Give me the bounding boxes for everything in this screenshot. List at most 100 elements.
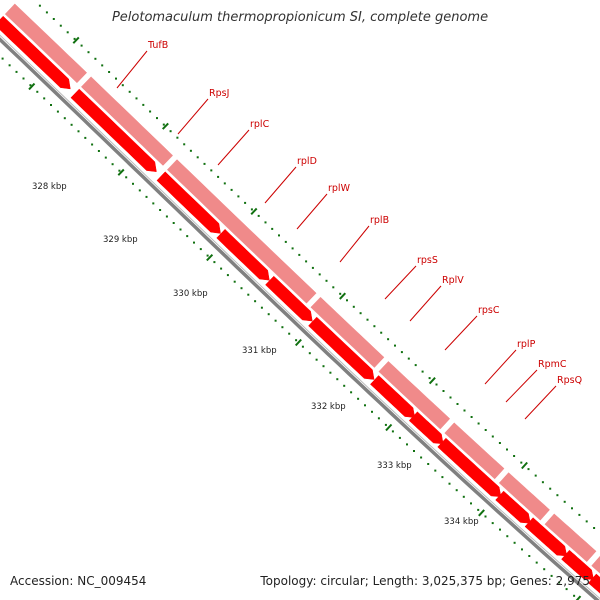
gene-label: RpmC xyxy=(538,359,567,370)
tick-dot xyxy=(226,274,229,277)
tick-dot xyxy=(29,84,32,87)
tick-dot xyxy=(145,195,148,198)
tick-dot xyxy=(506,535,509,538)
gene-bar-outer xyxy=(444,422,505,480)
tick-dot xyxy=(223,182,226,185)
gene-track-inner xyxy=(0,15,600,594)
tick-dot xyxy=(441,476,444,479)
tick-dot xyxy=(513,455,516,457)
tick-dot xyxy=(135,97,138,100)
tick-dot xyxy=(535,561,538,564)
tick-dot xyxy=(377,417,380,420)
tick-dot xyxy=(463,409,466,412)
tick-dot xyxy=(364,404,366,407)
gene-label: rpsC xyxy=(478,305,500,316)
major-tick xyxy=(250,207,258,215)
tick-dot xyxy=(565,588,568,591)
tick-dot xyxy=(593,527,596,529)
tick-dot xyxy=(213,261,216,264)
backbone-highlight xyxy=(0,34,600,600)
tick-dot xyxy=(45,11,48,14)
leader-line xyxy=(409,285,442,322)
tick-dot xyxy=(118,169,121,172)
tick-dot xyxy=(125,176,128,179)
tick-dot xyxy=(456,403,459,405)
tick-dot xyxy=(254,300,257,303)
leader-line xyxy=(116,50,148,89)
tick-dot xyxy=(534,474,537,477)
tick-dot xyxy=(169,130,172,133)
tick-dot xyxy=(220,267,223,270)
tick-dot xyxy=(176,136,179,139)
tick-dot xyxy=(556,494,559,497)
gene-label: rpsS xyxy=(417,255,438,266)
tick-dot xyxy=(325,279,328,282)
gene-label: rplB xyxy=(370,215,389,226)
tick-dot xyxy=(233,280,236,283)
tick-dot xyxy=(498,442,501,444)
tick-dot xyxy=(413,450,415,452)
kbp-label: 328 kbp xyxy=(32,182,67,192)
gene-arrow xyxy=(370,375,416,418)
gene-arrow xyxy=(0,15,71,90)
tick-dot xyxy=(271,227,274,230)
tick-dot xyxy=(183,143,186,146)
gene-arrow xyxy=(524,517,568,557)
gene-labels: TufB RpsJ rplC rplD rplW rplB rpsS RplV rpsC rplP… xyxy=(147,40,582,386)
tick-dot xyxy=(264,221,267,224)
tick-dot xyxy=(484,429,487,431)
tick-dot xyxy=(442,390,445,392)
label-leaders xyxy=(116,50,557,420)
tick-dot xyxy=(244,201,247,204)
tick-dot xyxy=(196,156,199,159)
tick-dot xyxy=(260,306,263,309)
tick-dot xyxy=(394,344,396,347)
leader-line xyxy=(484,349,517,385)
leader-line xyxy=(339,225,370,263)
backbone xyxy=(0,34,600,600)
tick-dot xyxy=(301,345,304,348)
major-tick xyxy=(339,292,347,300)
tick-dot xyxy=(527,468,530,471)
tick-dot xyxy=(435,383,438,386)
tick-dot xyxy=(138,189,141,192)
tick-dot xyxy=(132,182,134,185)
major-tick xyxy=(294,338,302,347)
major-tick xyxy=(28,82,36,91)
tick-dot xyxy=(156,117,158,120)
major-tick xyxy=(478,509,485,517)
tick-dot xyxy=(336,378,339,381)
tick-dot xyxy=(159,209,162,211)
tick-dot xyxy=(477,508,480,511)
tick-dot xyxy=(308,352,311,355)
accession-text: Accession: NC_009454 xyxy=(10,574,147,588)
tick-dot xyxy=(449,396,452,399)
major-tick xyxy=(428,377,436,385)
major-tick xyxy=(385,423,393,432)
kbp-label: 330 kbp xyxy=(173,289,208,299)
tick-dot xyxy=(172,222,175,224)
tick-dot xyxy=(332,286,335,289)
tick-dot xyxy=(295,339,298,342)
tick-dot xyxy=(343,384,346,387)
tick-dot xyxy=(571,507,573,510)
tick-dot xyxy=(97,150,100,152)
major-tick xyxy=(521,461,528,470)
tick-dot xyxy=(428,377,431,380)
tick-dot xyxy=(50,104,52,106)
tick-dot xyxy=(499,528,501,531)
tick-dot xyxy=(240,287,243,290)
tick-dot xyxy=(339,292,342,295)
tick-dot xyxy=(305,260,308,263)
tick-dot xyxy=(162,123,165,126)
tick-dot xyxy=(203,162,206,165)
leader-line xyxy=(296,193,328,230)
tick-dot xyxy=(528,555,531,557)
gene-bar-outer xyxy=(4,3,88,84)
leader-line xyxy=(217,129,250,166)
tick-dot xyxy=(346,299,348,302)
tick-dot xyxy=(366,318,369,321)
tick-dot xyxy=(186,235,189,238)
tick-dot xyxy=(357,397,360,400)
tick-dot xyxy=(298,253,301,256)
